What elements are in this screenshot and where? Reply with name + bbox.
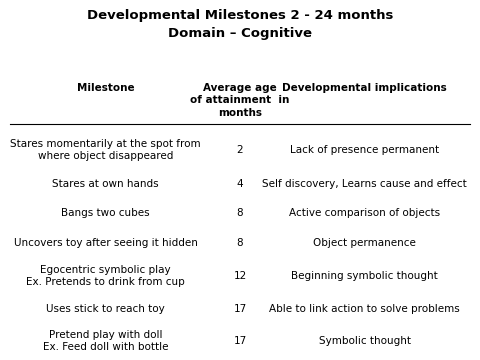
- Text: Self discovery, Learns cause and effect: Self discovery, Learns cause and effect: [263, 179, 467, 189]
- Text: Symbolic thought: Symbolic thought: [319, 336, 411, 346]
- Text: Stares momentarily at the spot from
where object disappeared: Stares momentarily at the spot from wher…: [10, 139, 201, 162]
- Text: 8: 8: [237, 208, 243, 219]
- Text: Developmental Milestones 2 - 24 months: Developmental Milestones 2 - 24 months: [87, 9, 393, 22]
- Text: Pretend play with doll
Ex. Feed doll with bottle: Pretend play with doll Ex. Feed doll wit…: [43, 330, 168, 352]
- Text: Average age
of attainment  in
months: Average age of attainment in months: [190, 83, 290, 118]
- Text: Domain – Cognitive: Domain – Cognitive: [168, 27, 312, 40]
- Text: 12: 12: [233, 271, 247, 281]
- Text: Object permanence: Object permanence: [313, 238, 416, 248]
- Text: Bangs two cubes: Bangs two cubes: [61, 208, 150, 219]
- Text: Stares at own hands: Stares at own hands: [52, 179, 159, 189]
- Text: Developmental implications: Developmental implications: [282, 83, 447, 93]
- Text: Uncovers toy after seeing it hidden: Uncovers toy after seeing it hidden: [13, 238, 198, 248]
- Text: Able to link action to solve problems: Able to link action to solve problems: [269, 303, 460, 314]
- Text: Lack of presence permanent: Lack of presence permanent: [290, 145, 439, 155]
- Text: 17: 17: [233, 303, 247, 314]
- Text: Milestone: Milestone: [77, 83, 134, 93]
- Text: Active comparison of objects: Active comparison of objects: [289, 208, 440, 219]
- Text: Egocentric symbolic play
Ex. Pretends to drink from cup: Egocentric symbolic play Ex. Pretends to…: [26, 265, 185, 287]
- Text: 17: 17: [233, 336, 247, 346]
- Text: 8: 8: [237, 238, 243, 248]
- Text: Beginning symbolic thought: Beginning symbolic thought: [291, 271, 438, 281]
- Text: 4: 4: [237, 179, 243, 189]
- Text: 2: 2: [237, 145, 243, 155]
- Text: Uses stick to reach toy: Uses stick to reach toy: [46, 303, 165, 314]
